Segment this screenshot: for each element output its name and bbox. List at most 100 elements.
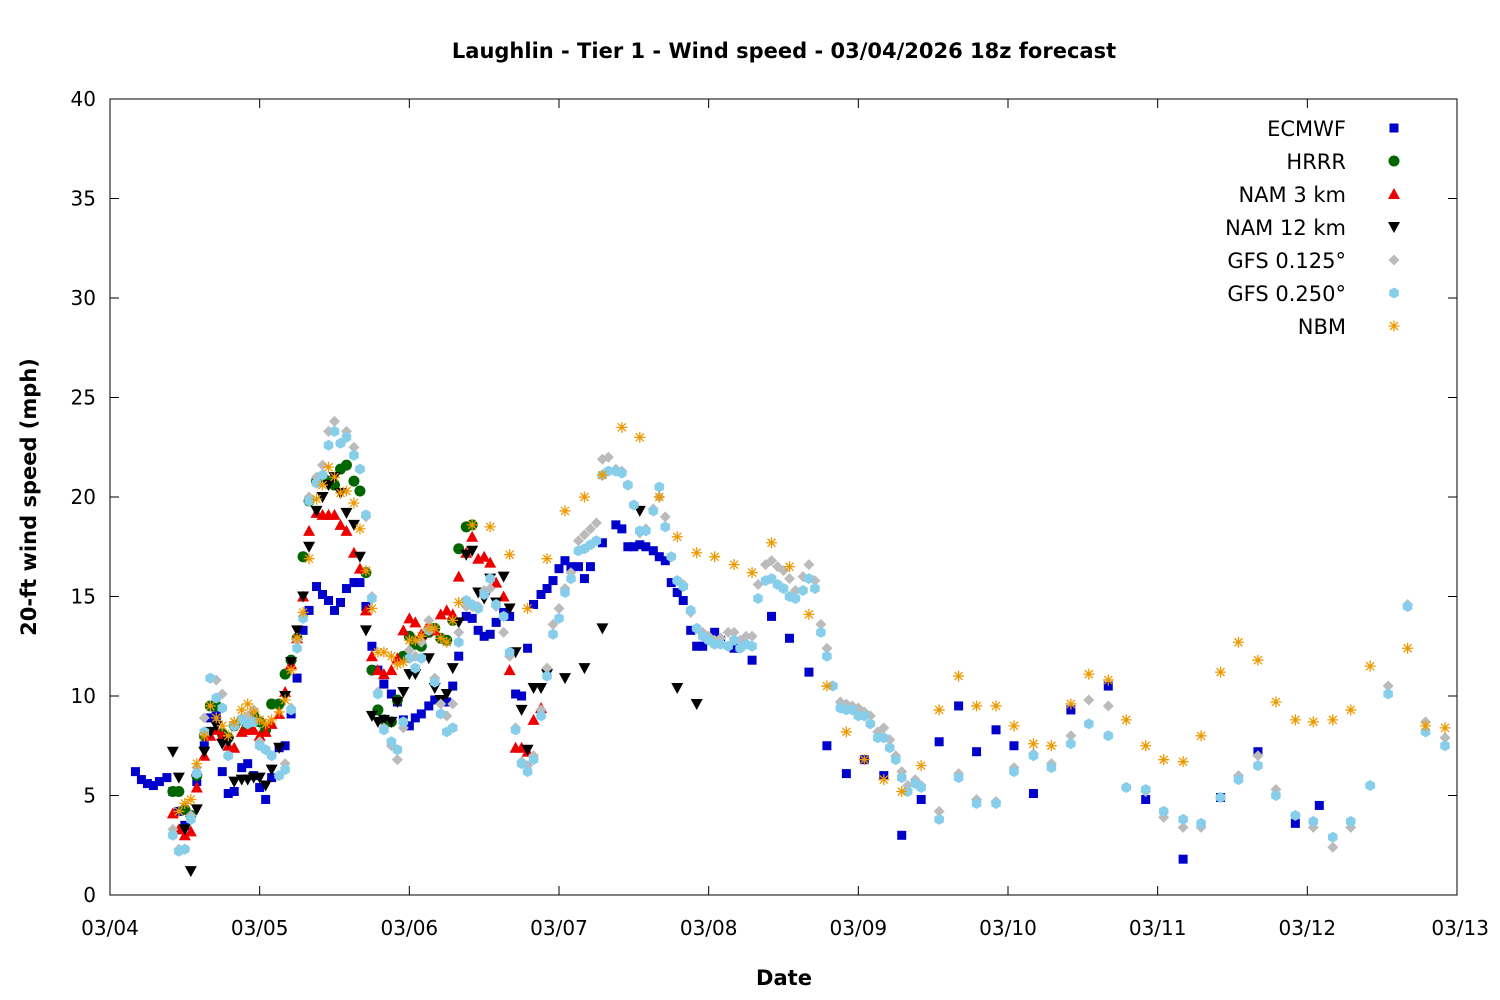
data-point [254,714,266,726]
data-point [391,658,403,670]
data-point [205,672,216,684]
data-point [1140,740,1152,752]
data-point [1271,790,1281,801]
data-point [392,744,403,756]
data-point [415,630,427,642]
data-point [804,573,814,585]
data-point [279,668,291,680]
y-tick-label: 25 [71,386,96,410]
data-point [1308,815,1319,827]
x-tick-label: 03/05 [231,916,289,940]
data-point [473,625,483,635]
data-point [1103,681,1113,691]
data-point [671,531,683,543]
data-point [1364,660,1376,672]
data-point [822,650,832,662]
data-point [329,415,340,427]
data-point [285,657,298,669]
data-point [1439,722,1451,734]
data-point [429,622,441,634]
data-point [360,565,372,577]
data-point [666,578,676,588]
data-point [1141,794,1151,804]
data-point [330,605,339,615]
data-point [878,774,890,786]
data-point [505,611,515,621]
data-point [349,449,359,461]
data-point [312,582,322,592]
data-point [916,794,926,804]
y-tick-label: 5 [83,784,96,808]
x-tick-label: 03/12 [1279,916,1337,940]
data-point [916,782,926,794]
data-point [379,724,389,736]
data-point [504,549,516,561]
data-point [678,581,688,593]
data-point [371,664,384,676]
data-point [1066,705,1076,715]
data-point [311,493,323,505]
legend-label: NAM 12 km [1225,216,1346,240]
data-point [228,716,240,728]
data-point [517,691,527,701]
data-point [934,813,944,825]
data-point [291,625,304,637]
data-point [623,542,633,552]
data-point [198,730,210,742]
data-point [729,634,739,646]
data-point [223,750,233,762]
data-point [584,523,596,535]
data-point [379,679,389,689]
legend-marker [1389,123,1399,133]
series-gfs-0-250 [168,425,1450,857]
data-point [397,624,410,636]
data-point [142,779,152,789]
data-point [303,524,316,536]
data-point [367,592,377,604]
data-point [686,625,696,635]
data-point [184,825,197,837]
data-point [1045,740,1057,752]
data-point [435,632,447,644]
data-point [430,695,440,705]
data-point [767,611,777,621]
data-point [348,475,360,487]
data-point [398,716,409,728]
data-point [528,754,539,766]
legend-label: ECMWF [1267,117,1346,141]
data-point [527,713,540,725]
data-point [228,776,241,788]
data-point [280,741,290,751]
data-point [511,689,521,699]
data-point [865,718,876,730]
data-point [466,545,479,557]
data-point [859,710,870,722]
data-point [304,495,314,507]
data-point [1314,800,1324,810]
data-point [324,595,334,605]
data-point [340,459,352,471]
data-point [259,725,272,737]
data-point [460,549,473,561]
data-point [329,425,340,437]
data-point [1196,817,1206,829]
data-point [178,824,191,836]
data-point [166,807,179,819]
data-point [783,561,795,573]
data-point [559,505,571,517]
data-point [1009,741,1019,751]
data-point [248,706,260,718]
data-point [1103,730,1114,742]
data-point [635,540,645,550]
data-point [816,626,826,638]
data-point [335,597,345,607]
data-point [858,754,870,766]
data-point [692,641,702,651]
x-axis-title: Date [756,966,812,990]
data-point [204,700,216,712]
data-point [359,604,372,616]
data-point [210,712,222,724]
data-point [359,625,372,637]
x-tick-label: 03/06 [381,916,439,940]
